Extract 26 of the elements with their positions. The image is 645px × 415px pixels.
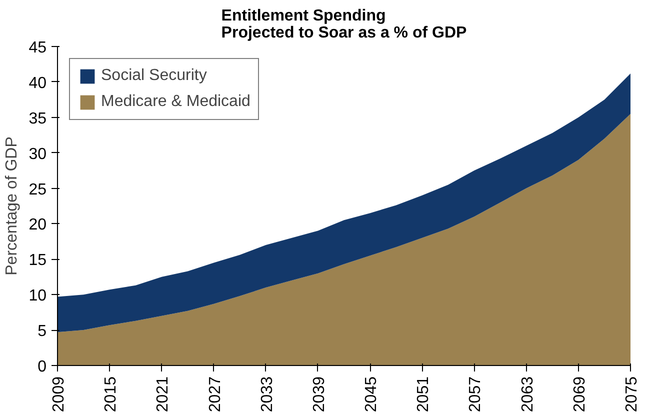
x-tick-label: 2045	[363, 376, 380, 412]
x-tick-label: 2069	[571, 376, 588, 412]
legend-label: Social Security	[101, 67, 207, 85]
x-tick-label: 2009	[50, 376, 68, 412]
x-tick-label: 2063	[519, 376, 536, 412]
y-tick-label: 45	[28, 40, 47, 56]
x-tick-label: 2051	[415, 376, 432, 412]
y-tick-label: 30	[28, 146, 47, 163]
y-tick-label: 20	[28, 216, 47, 234]
chart-title: Entitlement Spending Projected to Soar as a % of GDP	[221, 8, 468, 42]
x-tick-label: 2021	[154, 376, 172, 412]
y-axis-title: Percentage of GDP	[4, 136, 21, 276]
y-tick-label: 25	[28, 181, 47, 198]
y-tick-label: 10	[28, 288, 47, 305]
x-tick-label: 2027	[206, 376, 224, 412]
y-tick-label: 0	[38, 358, 47, 376]
x-tick-label: 2015	[102, 376, 120, 412]
y-tick-label: 15	[28, 252, 47, 270]
x-tick-label: 2057	[467, 376, 484, 412]
y-tick-label: 5	[38, 323, 47, 340]
y-tick-label: 35	[28, 110, 47, 128]
y-tick-label: 40	[28, 74, 47, 92]
legend-label: Medicare & Medicaid	[101, 93, 250, 111]
x-tick-label: 2039	[310, 376, 328, 412]
x-tick-label: 2033	[258, 376, 276, 412]
x-tick-label: 2075	[624, 376, 640, 412]
